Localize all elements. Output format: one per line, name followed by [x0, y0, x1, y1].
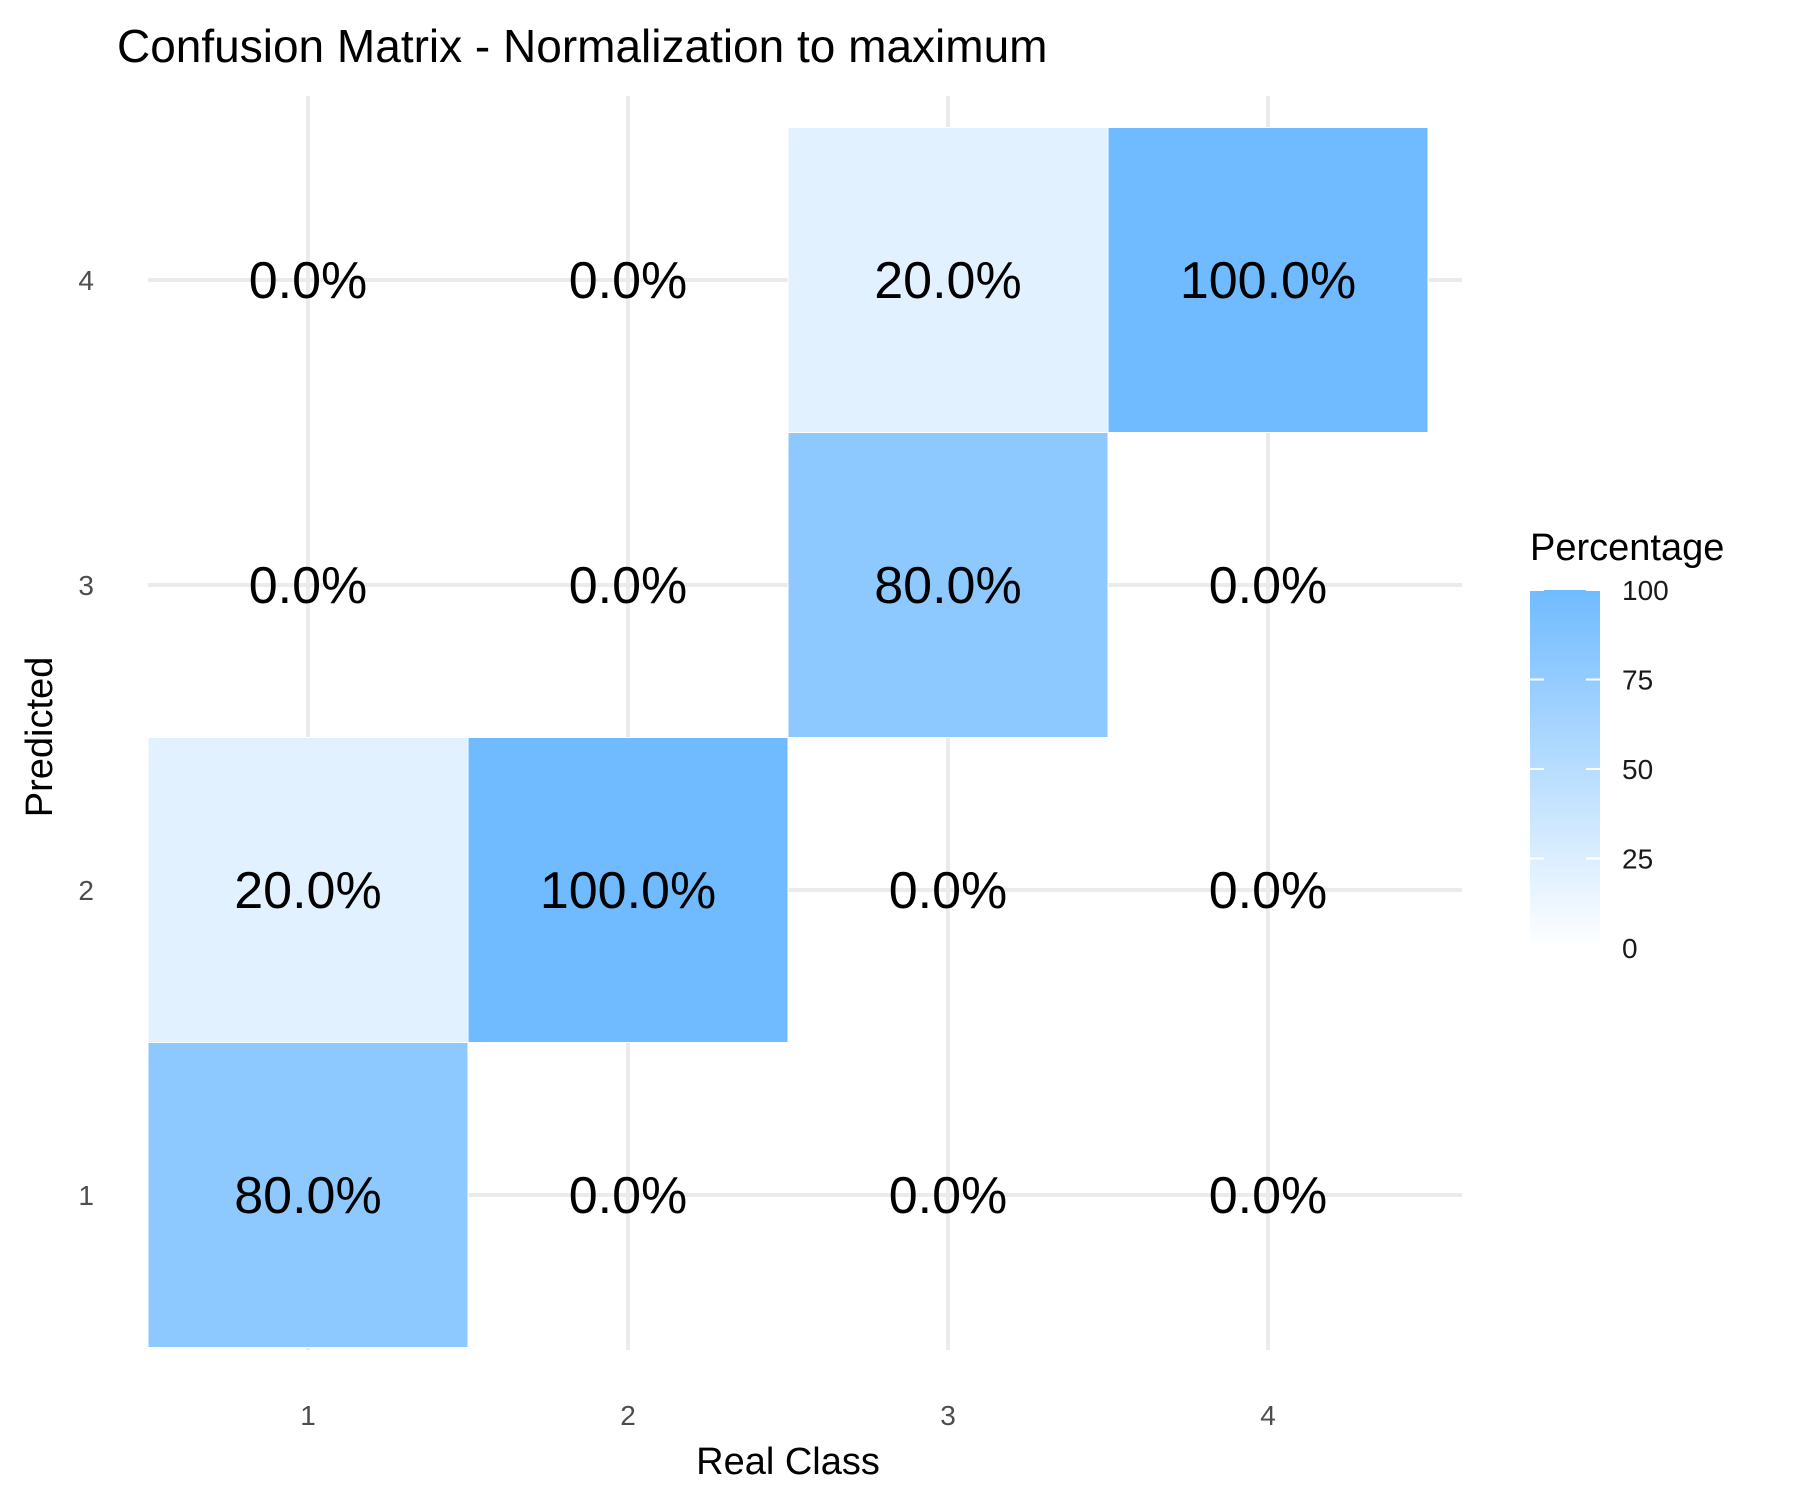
y-tick-label-2: 2	[78, 875, 94, 906]
cell-label-real-1-pred-1: 80.0%	[234, 1167, 381, 1225]
cell-label-real-3-pred-4: 20.0%	[874, 252, 1021, 310]
cell-label-real-4-pred-1: 0.0%	[1209, 1167, 1328, 1225]
cell-label-real-4-pred-3: 0.0%	[1209, 557, 1328, 615]
legend-tick-label-75: 75	[1622, 665, 1653, 696]
legend-tick-label-0: 0	[1622, 933, 1638, 964]
x-axis-ticks: 1 2 3 4	[300, 1400, 1276, 1431]
cell-label-real-3-pred-1: 0.0%	[889, 1167, 1008, 1225]
cell-label-real-3-pred-2: 0.0%	[889, 862, 1008, 920]
y-tick-label-1: 1	[78, 1180, 94, 1211]
cell-label-real-2-pred-2: 100.0%	[540, 862, 716, 920]
tile-real-2-pred-2	[467, 737, 789, 1043]
legend-tick-label-25: 25	[1622, 844, 1653, 875]
cell-label-real-4-pred-2: 0.0%	[1209, 862, 1328, 920]
y-tick-label-3: 3	[78, 570, 94, 601]
tile-real-3-pred-4	[787, 127, 1109, 433]
cell-label-real-2-pred-4: 0.0%	[569, 252, 688, 310]
y-axis-ticks: 1 2 3 4	[78, 265, 94, 1211]
color-legend: Percentage 0 25 50 75 100	[1530, 527, 1724, 964]
y-tick-label-4: 4	[78, 265, 94, 296]
cell-label-real-1-pred-2: 20.0%	[234, 862, 381, 920]
heatmap-tiles	[147, 127, 1429, 1348]
x-tick-label-4: 4	[1260, 1400, 1276, 1431]
x-axis-title: Real Class	[696, 1441, 880, 1483]
cell-label-real-1-pred-3: 0.0%	[249, 557, 368, 615]
cell-label-real-3-pred-3: 80.0%	[874, 557, 1021, 615]
legend-title: Percentage	[1530, 527, 1724, 569]
cell-labels: 80.0% 20.0% 0.0% 0.0% 0.0% 100.0% 0.0% 0.0% 0.0%…	[234, 252, 1356, 1225]
y-axis-title: Predicted	[19, 657, 61, 818]
cell-label-real-2-pred-1: 0.0%	[569, 1167, 688, 1225]
cell-label-real-2-pred-3: 0.0%	[569, 557, 688, 615]
tile-real-3-pred-3	[787, 432, 1109, 738]
cell-label-real-4-pred-4: 100.0%	[1180, 252, 1356, 310]
tile-real-1-pred-2	[147, 737, 469, 1043]
chart-title: Confusion Matrix - Normalization to maxi…	[117, 20, 1048, 72]
cell-label-real-1-pred-4: 0.0%	[249, 252, 368, 310]
legend-tick-label-50: 50	[1622, 754, 1653, 785]
x-tick-label-3: 3	[940, 1400, 956, 1431]
x-tick-label-1: 1	[300, 1400, 316, 1431]
legend-tick-label-100: 100	[1622, 575, 1669, 606]
tile-real-4-pred-4	[1107, 127, 1429, 433]
tile-real-1-pred-1	[147, 1042, 469, 1348]
x-tick-label-2: 2	[620, 1400, 636, 1431]
legend-ticks: 0 25 50 75 100	[1530, 575, 1669, 964]
